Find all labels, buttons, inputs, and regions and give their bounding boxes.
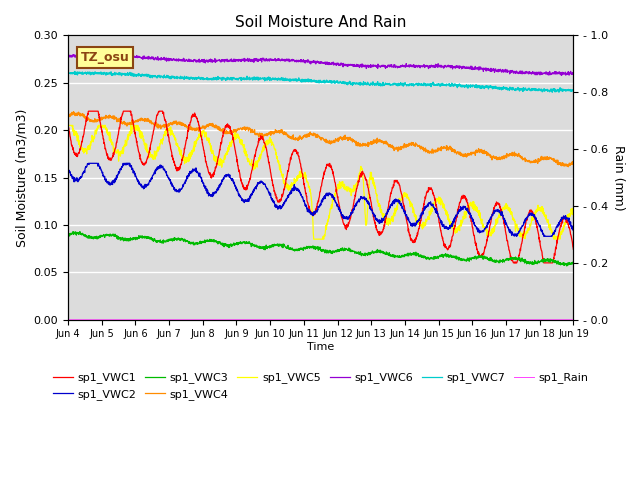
sp1_VWC2 — [84, 160, 92, 166]
sp1_VWC6 — [570, 71, 577, 77]
Line: sp1_VWC1: sp1_VWC1 — [68, 111, 573, 263]
sp1_VWC1 — [297, 161, 305, 167]
sp1_VWC7 — [548, 89, 556, 95]
sp1_VWC6 — [555, 70, 563, 76]
sp1_VWC7 — [71, 69, 79, 74]
sp1_VWC2 — [556, 222, 563, 228]
sp1_VWC2 — [64, 166, 72, 171]
Line: sp1_VWC7: sp1_VWC7 — [68, 72, 573, 92]
sp1_VWC3 — [555, 260, 563, 266]
sp1_VWC7 — [297, 78, 305, 84]
sp1_VWC4 — [70, 108, 77, 114]
sp1_VWC1 — [556, 229, 563, 235]
sp1_VWC2 — [90, 160, 98, 166]
sp1_Rain — [555, 317, 563, 323]
Y-axis label: Rain (mm): Rain (mm) — [612, 145, 625, 210]
sp1_VWC7 — [555, 89, 563, 95]
sp1_VWC4 — [64, 114, 72, 120]
Y-axis label: Soil Moisture (m3/m3): Soil Moisture (m3/m3) — [15, 108, 28, 247]
X-axis label: Time: Time — [307, 342, 334, 352]
sp1_VWC4 — [90, 118, 98, 123]
sp1_VWC1 — [462, 196, 470, 202]
sp1_VWC6 — [90, 54, 98, 60]
sp1_VWC6 — [297, 57, 305, 62]
sp1_VWC3 — [555, 260, 563, 265]
sp1_VWC5 — [570, 206, 577, 212]
Line: sp1_VWC6: sp1_VWC6 — [68, 54, 573, 75]
sp1_VWC6 — [111, 51, 118, 57]
sp1_Rain — [296, 317, 304, 323]
sp1_VWC4 — [297, 135, 305, 141]
sp1_Rain — [570, 317, 577, 323]
sp1_VWC2 — [297, 192, 305, 198]
Line: sp1_VWC4: sp1_VWC4 — [68, 111, 573, 167]
sp1_VWC1 — [509, 260, 517, 266]
sp1_Rain — [310, 317, 317, 323]
sp1_VWC3 — [297, 245, 305, 251]
Title: Soil Moisture And Rain: Soil Moisture And Rain — [235, 15, 406, 30]
sp1_VWC7 — [310, 78, 318, 84]
sp1_VWC5 — [310, 236, 317, 242]
Line: sp1_VWC5: sp1_VWC5 — [68, 125, 573, 239]
sp1_VWC7 — [64, 70, 72, 75]
sp1_VWC1 — [310, 211, 318, 217]
sp1_VWC2 — [570, 227, 577, 232]
sp1_VWC5 — [64, 122, 72, 128]
sp1_VWC7 — [462, 83, 470, 89]
sp1_VWC3 — [69, 228, 77, 234]
sp1_VWC5 — [462, 210, 470, 216]
sp1_VWC3 — [310, 246, 318, 252]
sp1_VWC1 — [90, 108, 98, 114]
sp1_VWC5 — [296, 170, 304, 176]
sp1_VWC6 — [555, 70, 563, 76]
sp1_VWC2 — [462, 205, 470, 211]
sp1_VWC3 — [563, 263, 571, 269]
Line: sp1_VWC2: sp1_VWC2 — [68, 163, 573, 236]
sp1_VWC4 — [555, 160, 563, 166]
sp1_Rain — [64, 317, 72, 323]
sp1_VWC5 — [555, 230, 563, 236]
sp1_VWC4 — [462, 154, 470, 159]
sp1_VWC4 — [564, 164, 572, 169]
sp1_VWC7 — [570, 87, 577, 93]
sp1_Rain — [90, 317, 98, 323]
Line: sp1_VWC3: sp1_VWC3 — [68, 231, 573, 266]
sp1_VWC7 — [90, 70, 98, 75]
sp1_VWC5 — [555, 231, 563, 237]
sp1_VWC1 — [555, 230, 563, 236]
sp1_VWC5 — [310, 236, 318, 242]
sp1_Rain — [462, 317, 470, 323]
sp1_VWC2 — [555, 221, 563, 227]
sp1_VWC1 — [64, 122, 72, 128]
sp1_VWC1 — [570, 246, 577, 252]
Legend: sp1_VWC1, sp1_VWC2, sp1_VWC3, sp1_VWC4, sp1_VWC5, sp1_VWC6, sp1_VWC7, sp1_Rain: sp1_VWC1, sp1_VWC2, sp1_VWC3, sp1_VWC4, … — [49, 368, 593, 404]
sp1_VWC6 — [462, 64, 470, 70]
sp1_VWC3 — [570, 261, 577, 266]
sp1_VWC1 — [84, 108, 92, 114]
sp1_VWC4 — [310, 131, 318, 137]
sp1_VWC6 — [64, 54, 72, 60]
sp1_VWC4 — [555, 162, 563, 168]
sp1_VWC6 — [557, 72, 565, 78]
sp1_VWC2 — [310, 209, 318, 215]
sp1_VWC4 — [570, 158, 577, 164]
sp1_VWC3 — [462, 258, 470, 264]
sp1_VWC6 — [310, 59, 318, 64]
sp1_VWC7 — [556, 88, 563, 94]
sp1_VWC5 — [90, 134, 98, 140]
sp1_VWC2 — [540, 233, 548, 239]
Text: TZ_osu: TZ_osu — [81, 51, 129, 64]
sp1_Rain — [555, 317, 563, 323]
sp1_VWC3 — [90, 234, 98, 240]
sp1_VWC3 — [64, 232, 72, 238]
